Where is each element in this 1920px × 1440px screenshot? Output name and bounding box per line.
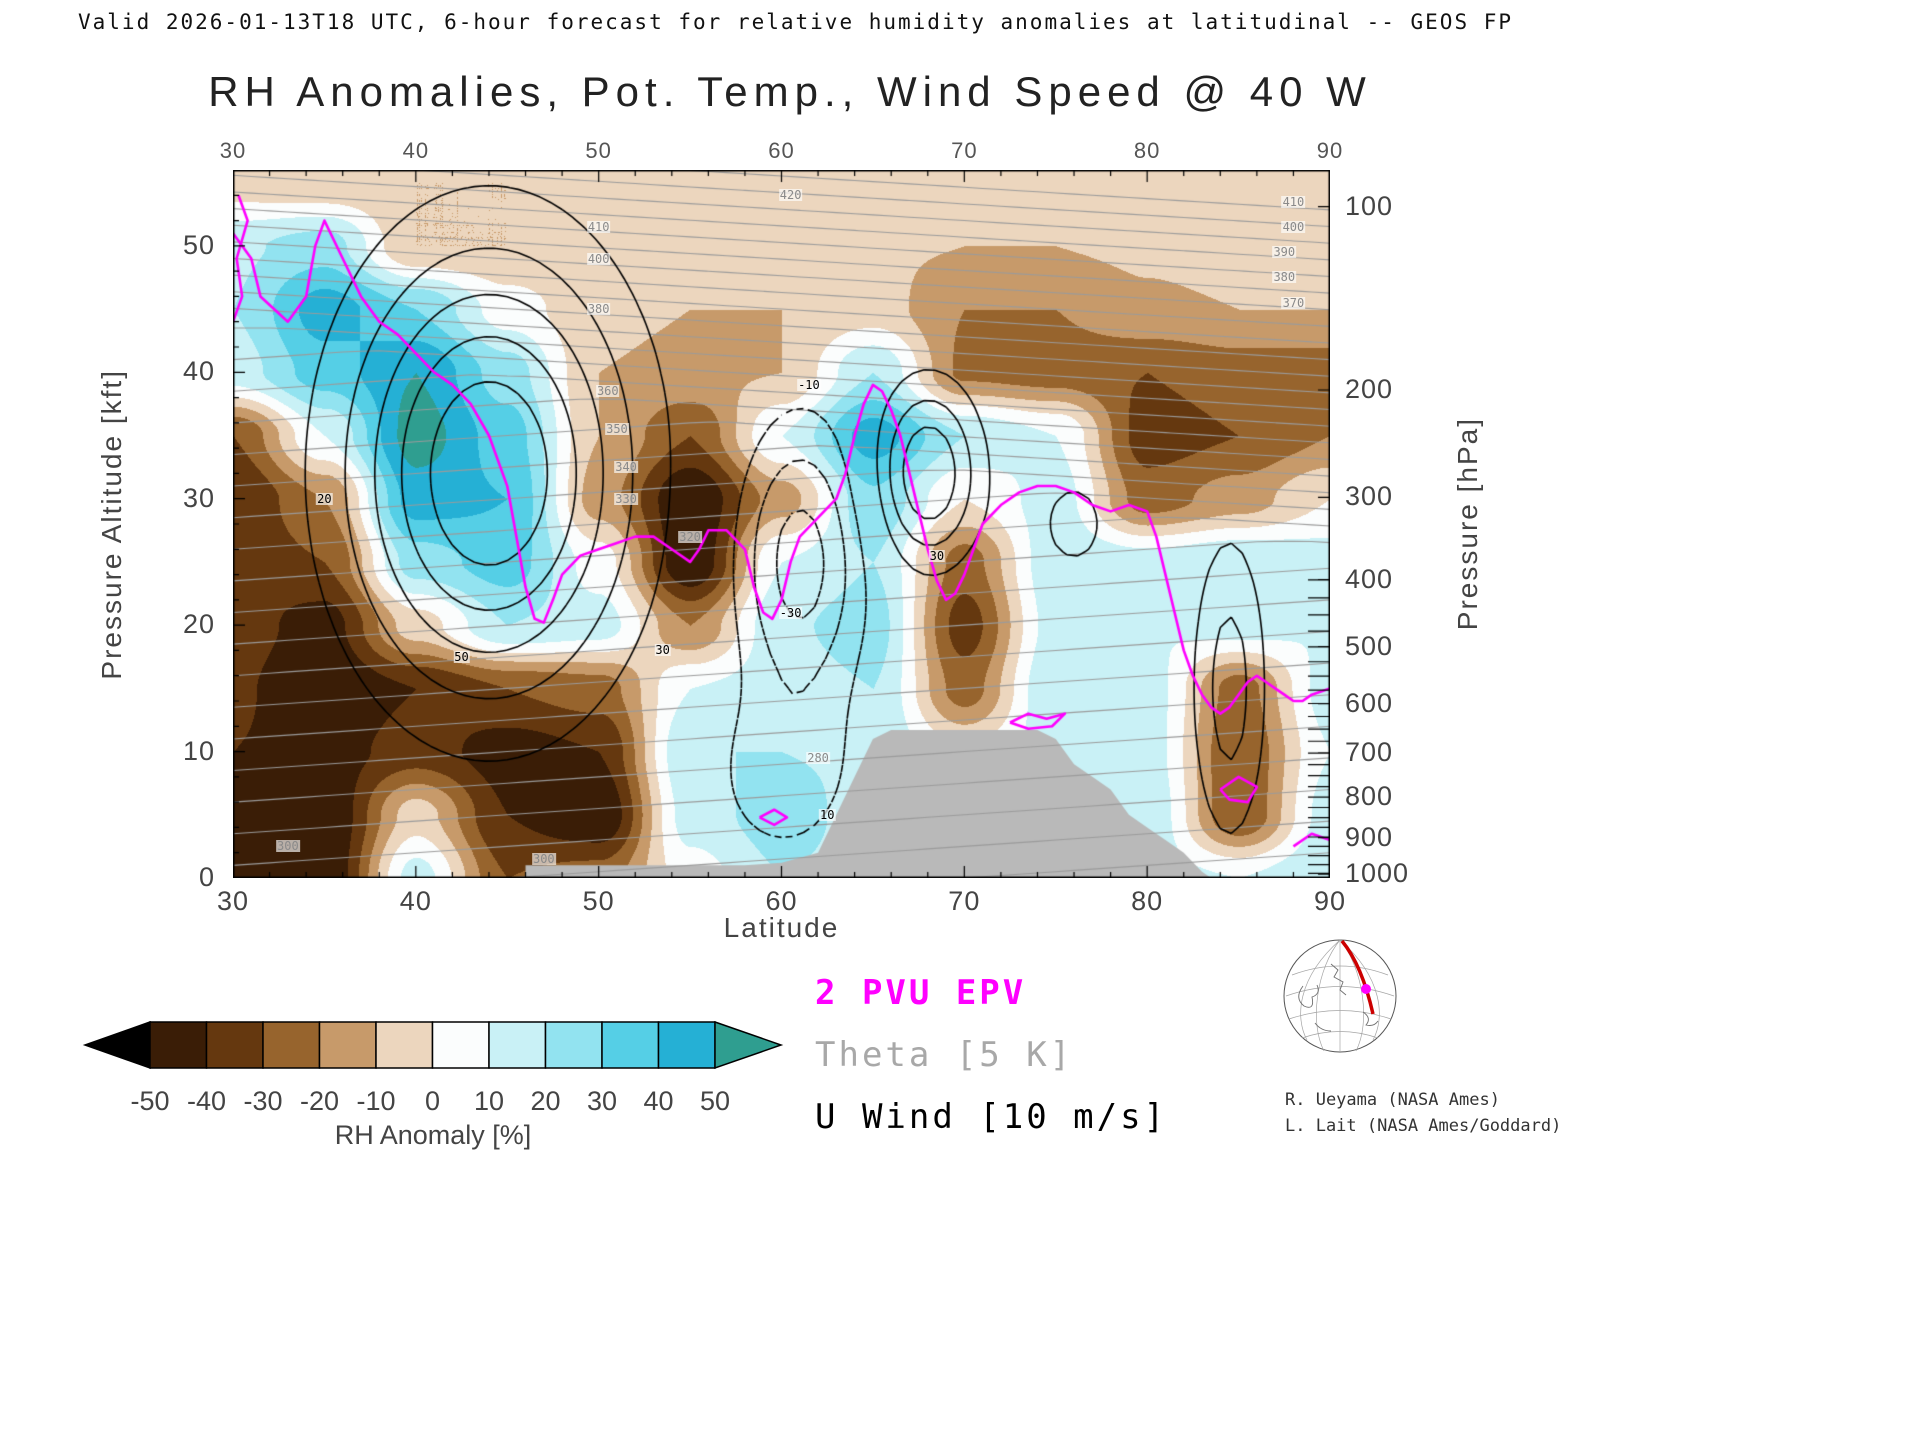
- theta-contour-label: 300: [531, 852, 556, 867]
- y-right-tick-label: 100: [1345, 190, 1394, 221]
- theta-contour-label: 380: [586, 302, 611, 317]
- legend-pvu: 2 PVU EPV: [815, 973, 1027, 1013]
- credit-line-1: R. Ueyama (NASA Ames): [1285, 1090, 1500, 1110]
- theta-contour-label: 410: [1281, 194, 1306, 209]
- theta-contour-label: 380: [1272, 270, 1297, 285]
- inset-map: [1283, 939, 1397, 1053]
- colorbar-label: RH Anomaly [%]: [334, 1120, 532, 1150]
- y-right-tick-label: 400: [1345, 563, 1394, 594]
- valid-time-header: Valid 2026-01-13T18 UTC, 6-hour forecast…: [78, 10, 1514, 34]
- y-right-tick-label: 500: [1345, 630, 1394, 661]
- right-axis-title-text: Pressure [hPa]: [1452, 417, 1483, 631]
- y-left-tick-label: 20: [182, 609, 215, 640]
- x-tick-label: 90: [1313, 886, 1347, 916]
- y-right-tick-label: 200: [1345, 373, 1394, 404]
- x-tick-label-top: 90: [1316, 138, 1344, 163]
- cross-section-canvas: [233, 170, 1330, 878]
- colorbar-tick-label: -50: [130, 1086, 170, 1116]
- theta-contour-label: 400: [1281, 219, 1306, 234]
- legend-theta: Theta [5 K]: [815, 1035, 1074, 1075]
- uwind-contour-label: 10: [818, 807, 836, 822]
- cross-section-plot-area: [233, 170, 1330, 878]
- colorbar-tick-label: 30: [586, 1086, 618, 1116]
- colorbar-tick-label: 40: [643, 1086, 674, 1116]
- colorbar: [80, 1020, 790, 1074]
- right-axis-title: Pressure [hPa]: [1452, 170, 1484, 878]
- uwind-contour-label: -10: [797, 377, 821, 392]
- x-tick-label: 80: [1131, 886, 1164, 916]
- colorbar-tick-label: -30: [243, 1086, 283, 1116]
- graticule: [1285, 939, 1395, 1052]
- colorbar-tick-label: -10: [356, 1086, 396, 1116]
- y-left-tick-label: 0: [198, 862, 215, 892]
- credit-line-2: L. Lait (NASA Ames/Goddard): [1285, 1115, 1562, 1136]
- y-right-tick-label: 300: [1345, 481, 1394, 512]
- left-axis-title-text: Pressure Altitude [kft]: [96, 368, 127, 680]
- y-left-tick-label: 40: [182, 356, 215, 387]
- y-right-tick-label: 600: [1345, 687, 1394, 718]
- y-left-tick-label: 30: [182, 482, 215, 513]
- x-tick-label-top: 70: [951, 138, 978, 163]
- colorbar-svg: [82, 1020, 784, 1070]
- colorbar-tick-label: -40: [186, 1086, 227, 1116]
- colorbar-tick-label: 50: [699, 1086, 731, 1116]
- colorbar-tick-label: 10: [473, 1086, 505, 1116]
- location-marker: [1361, 984, 1371, 994]
- x-tick-label-top: 40: [402, 138, 430, 163]
- theta-contour-label: 300: [276, 839, 300, 854]
- y-right-tick-label: 900: [1345, 821, 1394, 852]
- x-tick-label-top: 80: [1133, 138, 1161, 163]
- x-tick-label-top: 60: [768, 138, 795, 163]
- theta-contour-label: 320: [678, 529, 702, 544]
- x-tick-label-top: 30: [219, 138, 247, 163]
- theta-contour-label: 350: [605, 422, 629, 437]
- x-tick-label: 30: [216, 886, 250, 916]
- theta-contour-label: 280: [806, 750, 830, 765]
- y-right-tick-label: 800: [1345, 781, 1394, 812]
- theta-contour-label: 340: [614, 460, 638, 475]
- x-axis-title: Latitude: [723, 912, 840, 943]
- x-tick-label: 40: [399, 886, 432, 916]
- y-left-tick-label: 10: [182, 735, 215, 766]
- uwind-contour-label: 20: [316, 491, 333, 506]
- x-tick-label: 70: [948, 886, 981, 916]
- theta-contour-label: 370: [1281, 295, 1306, 310]
- theta-contour-label: 360: [595, 384, 620, 399]
- uwind-contour-label: -30: [778, 605, 803, 620]
- colorbar-tick-label: 0: [424, 1086, 441, 1116]
- theta-contour-label: 400: [586, 251, 611, 266]
- meridian-40w-line: [1340, 939, 1375, 1015]
- theta-contour-label: 330: [614, 491, 638, 506]
- x-tick-label-top: 50: [585, 138, 612, 163]
- x-tick-label: 60: [765, 886, 798, 916]
- uwind-contour-label: 30: [654, 643, 671, 658]
- theta-contour-label: 390: [1272, 245, 1297, 260]
- theta-contour-label: 410: [586, 219, 611, 234]
- colorbar-tick-label: 20: [530, 1086, 561, 1116]
- y-right-tick-label: 700: [1345, 736, 1394, 767]
- y-left-tick-label: 50: [182, 229, 215, 260]
- plot-title: RH Anomalies, Pot. Temp., Wind Speed @ 4…: [208, 68, 1372, 115]
- y-right-tick-label: 1000: [1345, 858, 1410, 889]
- uwind-contour-label: 50: [453, 649, 470, 664]
- x-tick-label: 50: [582, 886, 615, 916]
- coastlines: [1298, 963, 1379, 1032]
- uwind-contour-label: 30: [928, 548, 946, 563]
- colorbar-tick-label: -20: [299, 1086, 340, 1116]
- left-axis-title: Pressure Altitude [kft]: [96, 170, 128, 878]
- theta-contour-label: 420: [778, 188, 803, 203]
- legend-uwind: U Wind [10 m/s]: [815, 1097, 1168, 1137]
- credits: R. Ueyama (NASA Ames) L. Lait (NASA Ames…: [1285, 1088, 1561, 1139]
